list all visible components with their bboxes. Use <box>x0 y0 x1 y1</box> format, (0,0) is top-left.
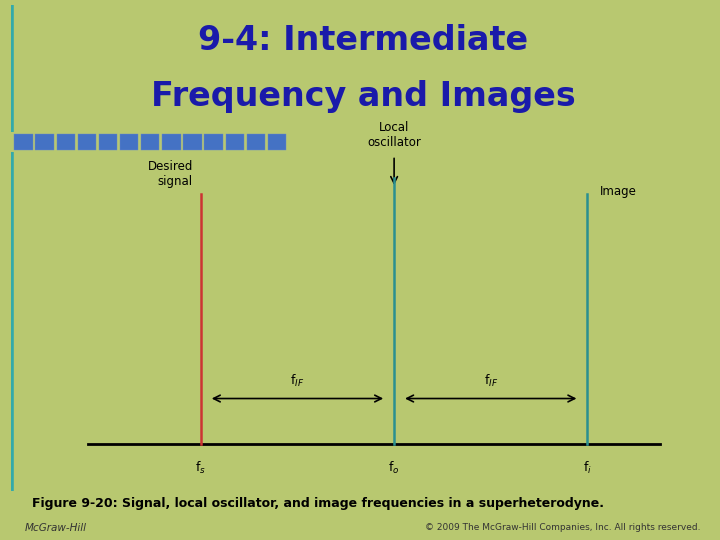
Bar <box>141 134 159 150</box>
Bar <box>57 134 75 150</box>
Bar <box>225 134 244 150</box>
Text: Frequency and Images: Frequency and Images <box>150 80 575 113</box>
Text: f$_i$: f$_i$ <box>583 460 592 476</box>
Bar <box>184 134 202 150</box>
Text: 9-4: Intermediate: 9-4: Intermediate <box>198 24 528 57</box>
Text: Figure 9-20: Signal, local oscillator, and image frequencies in a superheterodyn: Figure 9-20: Signal, local oscillator, a… <box>32 497 604 510</box>
Text: © 2009 The McGraw-Hill Companies, Inc. All rights reserved.: © 2009 The McGraw-Hill Companies, Inc. A… <box>426 523 701 532</box>
Bar <box>204 134 222 150</box>
Bar <box>99 134 117 150</box>
Text: Local
oscillator: Local oscillator <box>367 121 421 149</box>
Bar <box>14 134 32 150</box>
Bar <box>35 134 54 150</box>
Text: f$_{IF}$: f$_{IF}$ <box>290 373 305 389</box>
Bar <box>162 134 181 150</box>
Text: Image: Image <box>600 185 637 198</box>
Bar <box>268 134 286 150</box>
Text: f$_s$: f$_s$ <box>195 460 207 476</box>
Text: McGraw-Hill: McGraw-Hill <box>25 523 87 533</box>
Bar <box>120 134 138 150</box>
Bar <box>247 134 265 150</box>
Text: Desired
signal: Desired signal <box>148 160 193 188</box>
Bar <box>78 134 96 150</box>
Text: f$_{IF}$: f$_{IF}$ <box>484 373 498 389</box>
Text: f$_o$: f$_o$ <box>388 460 400 476</box>
